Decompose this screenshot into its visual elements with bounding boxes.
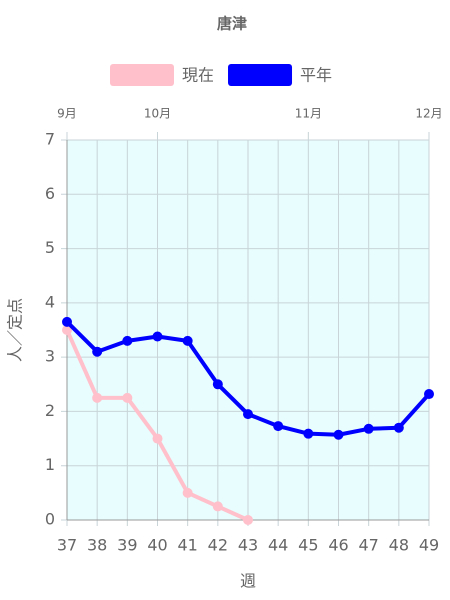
x-tick-label: 43 — [238, 536, 258, 555]
y-tick-label: 4 — [45, 292, 55, 311]
y-tick-label: 5 — [45, 238, 55, 257]
data-point — [333, 429, 344, 440]
data-point — [212, 379, 223, 390]
x2-tick-label: 9月 — [57, 107, 77, 121]
data-point — [273, 421, 284, 432]
data-point — [122, 335, 133, 346]
x-tick-label: 44 — [268, 536, 288, 555]
data-point — [122, 392, 133, 403]
x-tick-label: 47 — [358, 536, 378, 555]
legend-swatch — [228, 64, 293, 86]
data-point — [212, 501, 223, 512]
x-tick-label: 40 — [147, 536, 167, 555]
data-point — [152, 433, 163, 444]
x-tick-label: 42 — [208, 536, 228, 555]
chart-title: 唐津 — [217, 15, 247, 33]
x-tick-label: 38 — [87, 536, 107, 555]
x-tick-label: 41 — [177, 536, 197, 555]
data-point — [243, 409, 253, 420]
data-point — [243, 515, 253, 525]
y-tick-label: 7 — [45, 130, 55, 149]
x-tick-label: 45 — [298, 536, 318, 555]
data-point — [92, 346, 103, 357]
data-point — [62, 325, 72, 335]
data-point — [92, 392, 103, 403]
y-tick-label: 3 — [45, 347, 55, 366]
data-point — [424, 389, 434, 400]
x-tick-label: 39 — [117, 536, 137, 555]
data-point — [62, 316, 72, 327]
x-tick-label: 48 — [389, 536, 409, 555]
data-point — [393, 422, 404, 433]
x2-tick-label: 10月 — [144, 107, 171, 121]
y-tick-label: 1 — [45, 455, 55, 474]
x-tick-label: 49 — [419, 536, 439, 555]
legend-swatch — [110, 64, 174, 86]
data-point — [182, 487, 193, 498]
x-axis-label: 週 — [240, 572, 256, 591]
y-tick-label: 0 — [45, 510, 55, 529]
y-tick-label: 2 — [45, 401, 55, 420]
data-point — [363, 423, 374, 434]
x-tick-label: 46 — [328, 536, 348, 555]
data-point — [182, 335, 193, 346]
data-point — [152, 331, 163, 342]
x2-tick-label: 12月 — [415, 107, 442, 121]
legend-label: 平年 — [300, 66, 332, 85]
x2-tick-label: 11月 — [295, 107, 322, 121]
legend-label: 現在 — [182, 66, 214, 85]
x-tick-label: 37 — [57, 536, 77, 555]
data-point — [303, 428, 314, 439]
y-axis-label: 人／定点 — [6, 298, 25, 362]
y-tick-label: 6 — [45, 184, 55, 203]
